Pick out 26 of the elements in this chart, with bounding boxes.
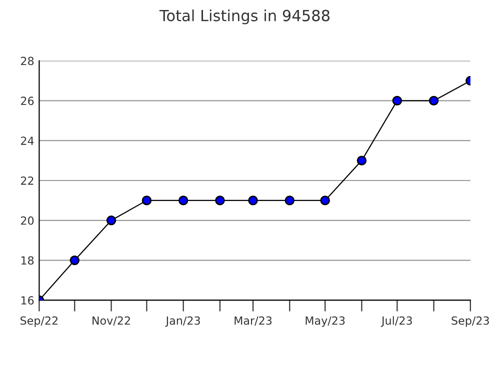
chart-title: Total Listings in 94588 <box>159 10 330 24</box>
point <box>178 196 188 206</box>
x-tick-label: May/23 <box>306 316 345 327</box>
y-tick-label: 28 <box>21 56 34 66</box>
y-tick-label: 20 <box>21 216 34 225</box>
y-tick-label: 24 <box>21 136 34 145</box>
point <box>356 156 367 166</box>
y-tick-label: 18 <box>21 256 34 265</box>
x-tick-label: Sep/22 <box>20 316 58 327</box>
point <box>215 196 225 206</box>
point <box>392 96 402 106</box>
point <box>284 196 295 206</box>
point <box>106 216 116 226</box>
x-tick-label: Nov/22 <box>92 316 130 326</box>
y-tick-label: 26 <box>21 96 34 106</box>
y-tick-label: 16 <box>21 296 34 305</box>
x-tick-label: Sep/23 <box>452 316 489 327</box>
point <box>248 196 258 206</box>
x-tick-label: Jul/23 <box>380 316 412 327</box>
point <box>428 96 439 106</box>
point <box>70 255 80 266</box>
point <box>142 196 152 206</box>
point <box>320 196 330 206</box>
y-tick-label: 22 <box>21 176 34 185</box>
x-tick-label: Mar/23 <box>234 316 272 326</box>
x-tick-label: Jan/23 <box>165 316 200 327</box>
